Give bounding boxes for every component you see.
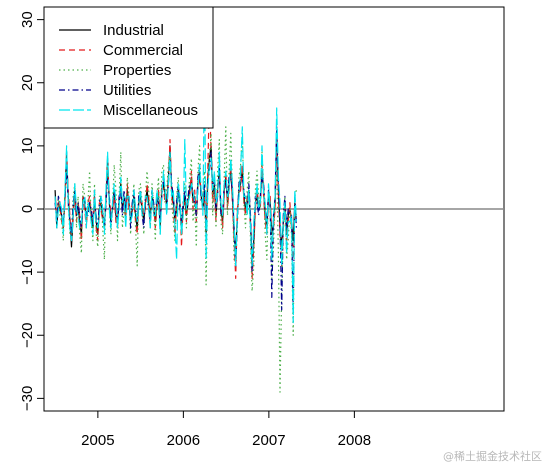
legend: Industrial Commercial Properties Utilities M…	[43, 6, 214, 129]
y-tick-label: −30	[19, 386, 36, 411]
series-line-properties	[54, 126, 297, 393]
x-axis: 2005 2006 2007 2008	[81, 411, 371, 449]
y-axis: −30 −20 −10 0 10 20 30	[19, 11, 44, 411]
x-tick-label: 2008	[338, 432, 371, 449]
y-tick-label: −20	[19, 323, 36, 348]
legend-label: Industrial	[103, 22, 164, 39]
legend-label: Properties	[103, 62, 171, 79]
legend-label: Commercial	[103, 42, 183, 59]
watermark: @稀土掘金技术社区	[443, 450, 542, 463]
legend-label: Utilities	[103, 82, 151, 99]
x-tick-label: 2007	[252, 432, 285, 449]
x-tick-label: 2005	[81, 432, 114, 449]
y-tick-label: 0	[19, 205, 36, 213]
series-group	[54, 63, 297, 393]
y-tick-label: 30	[19, 11, 36, 28]
x-tick-label: 2006	[167, 432, 200, 449]
y-tick-label: 10	[19, 138, 36, 155]
legend-label: Miscellaneous	[103, 102, 198, 119]
y-tick-label: 20	[19, 74, 36, 91]
legend-box	[43, 6, 214, 129]
series-line-miscellaneous	[54, 63, 297, 324]
y-tick-label: −10	[19, 259, 36, 284]
